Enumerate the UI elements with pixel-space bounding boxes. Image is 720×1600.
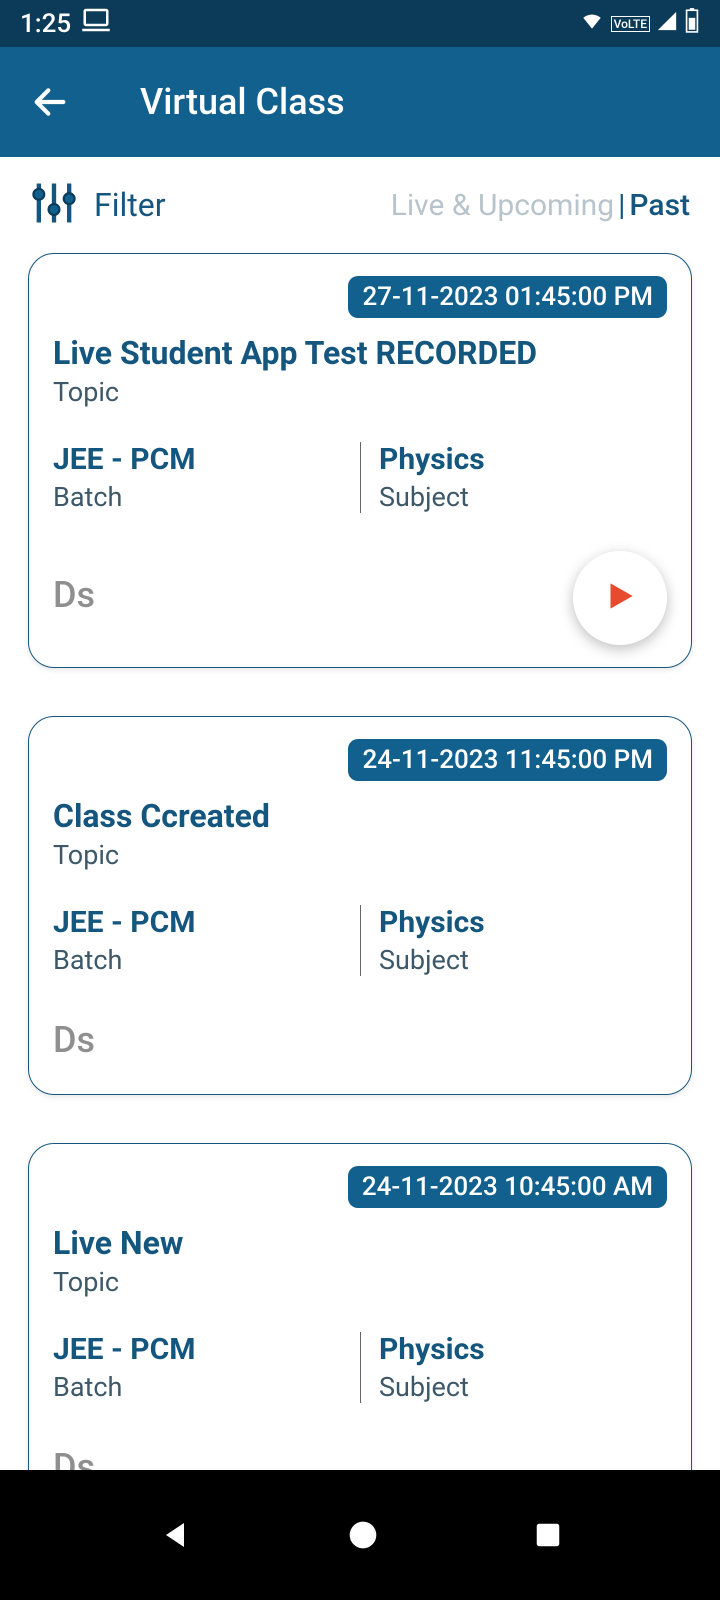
status-time: 1:25: [20, 9, 71, 39]
class-title: Live New: [53, 1224, 667, 1262]
tab-separator: |: [618, 188, 625, 223]
batch-value: JEE - PCM: [53, 1332, 360, 1367]
subject-label: Subject: [379, 1371, 667, 1403]
batch-label: Batch: [53, 481, 360, 513]
topic-label: Topic: [53, 376, 667, 408]
filter-row: Filter Live & Upcoming | Past: [0, 157, 720, 253]
batch-value: JEE - PCM: [53, 905, 360, 940]
batch-label: Batch: [53, 944, 360, 976]
filter-label: Filter: [94, 186, 166, 224]
datetime-badge: 24-11-2023 11:45:00 PM: [348, 739, 667, 781]
app-bar: Virtual Class: [0, 47, 720, 157]
datetime-badge: 24-11-2023 10:45:00 AM: [348, 1166, 667, 1208]
footer-text: Ds: [53, 574, 95, 616]
footer-text: Ds: [53, 1019, 95, 1061]
subject-label: Subject: [379, 481, 667, 513]
batch-value: JEE - PCM: [53, 442, 360, 477]
play-button[interactable]: [573, 551, 667, 645]
topic-label: Topic: [53, 839, 667, 871]
subject-label: Subject: [379, 944, 667, 976]
subject-value: Physics: [379, 1332, 667, 1367]
volte-icon: VoLTE: [611, 16, 650, 32]
cards-container: 27-11-2023 01:45:00 PM Live Student App …: [0, 253, 720, 1522]
navigation-bar: [0, 1470, 720, 1600]
laptop-icon: [81, 5, 111, 42]
class-card[interactable]: 24-11-2023 11:45:00 PM Class Ccreated To…: [28, 716, 692, 1095]
status-left: 1:25: [20, 5, 111, 42]
filter-tabs: Live & Upcoming | Past: [391, 188, 690, 223]
class-card[interactable]: 24-11-2023 10:45:00 AM Live New Topic JE…: [28, 1143, 692, 1522]
class-title: Class Ccreated: [53, 797, 667, 835]
status-right: VoLTE: [579, 7, 700, 40]
page-title: Virtual Class: [140, 81, 345, 123]
tab-live-upcoming[interactable]: Live & Upcoming: [391, 188, 614, 223]
batch-label: Batch: [53, 1371, 360, 1403]
signal-icon: [656, 9, 678, 39]
subject-value: Physics: [379, 905, 667, 940]
filter-icon: [28, 177, 80, 233]
topic-label: Topic: [53, 1266, 667, 1298]
battery-icon: [684, 7, 700, 40]
class-title: Live Student App Test RECORDED: [53, 334, 667, 372]
wifi-icon: [579, 7, 605, 40]
filter-button[interactable]: Filter: [28, 177, 166, 233]
subject-value: Physics: [379, 442, 667, 477]
class-card[interactable]: 27-11-2023 01:45:00 PM Live Student App …: [28, 253, 692, 668]
nav-recents-button[interactable]: [533, 1520, 563, 1550]
play-icon: [601, 577, 639, 619]
tab-past[interactable]: Past: [629, 188, 690, 223]
datetime-badge: 27-11-2023 01:45:00 PM: [348, 276, 667, 318]
status-bar: 1:25 VoLTE: [0, 0, 720, 47]
nav-home-button[interactable]: [347, 1519, 379, 1551]
back-button[interactable]: [30, 82, 80, 122]
nav-back-button[interactable]: [157, 1517, 193, 1553]
